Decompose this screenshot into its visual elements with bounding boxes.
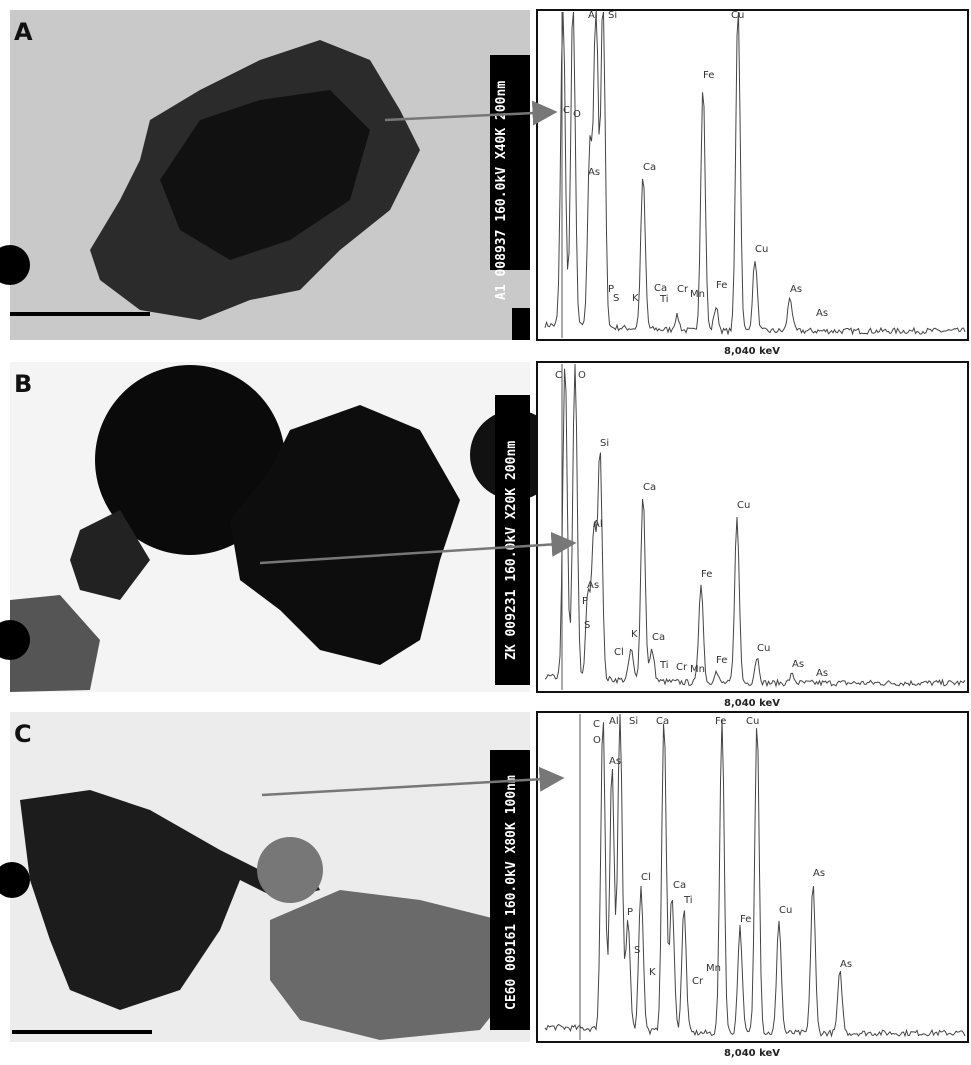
peak-label: Fe: [701, 569, 712, 580]
peak-label: Cu: [779, 905, 792, 916]
peak-label: Fe: [716, 655, 727, 666]
peak-label: Ca: [654, 283, 667, 294]
panel-letter: C: [14, 720, 32, 748]
peak-label: Ti: [659, 660, 669, 671]
peak-label: As: [840, 959, 852, 970]
peak-label: As: [792, 659, 804, 670]
spectrum-line: [544, 11, 966, 336]
panel: A A1 008937 160.0kV X40K 200nm C O Al Si As PS K…: [14, 9, 969, 357]
peak-label: O: [578, 370, 586, 381]
peak-label: Mn: [706, 963, 721, 974]
energy-label: 8,040 keV: [724, 1048, 780, 1059]
peak-label: Cu: [731, 10, 744, 21]
peak-label: Mn: [690, 289, 705, 300]
micrograph-c: [0, 712, 530, 1042]
peak-label: Si: [608, 10, 617, 21]
peak-label: Cu: [737, 500, 750, 511]
peak-label: Cr: [677, 284, 689, 295]
peak-label: K: [632, 293, 639, 304]
peak-label: As: [816, 668, 828, 679]
peak-label: Al: [588, 10, 598, 21]
arrow: [261, 766, 565, 797]
peak-label: As: [609, 756, 621, 767]
micrograph-b: [0, 362, 560, 692]
peak-label: Si: [629, 716, 638, 727]
peak-label: As: [790, 284, 802, 295]
micrograph-text: ZK 009231 160.0kV X20K 200nm: [504, 441, 519, 660]
peak-label: Cu: [755, 244, 768, 255]
peak-label: S: [613, 293, 619, 304]
peak-label: P: [582, 596, 588, 607]
peak-label: As: [816, 308, 828, 319]
micrograph-text: A1 008937 160.0kV X40K 200nm: [494, 81, 509, 300]
spectrum-line: [544, 363, 966, 688]
peak-label: Ti: [659, 294, 669, 305]
peak-label: Ca: [652, 632, 665, 643]
peak-label: Cl: [641, 872, 651, 883]
peak-label: Fe: [703, 70, 714, 81]
peak-label: Al: [593, 519, 603, 530]
panel-letter: A: [14, 18, 33, 46]
peak-label: K: [649, 967, 656, 978]
panel-letter: B: [14, 370, 32, 398]
peak-label: S: [634, 945, 640, 956]
peak-label: Fe: [740, 914, 751, 925]
peak-label: P: [608, 284, 614, 295]
peak-label: O: [593, 735, 601, 746]
peak-label: C: [593, 719, 600, 730]
peak-label: Fe: [715, 716, 726, 727]
spectrum-frame: [536, 361, 969, 693]
peak-label: Fe: [716, 280, 727, 291]
micrograph-text: CE60 009161 160.0kV X80K 100nm: [504, 775, 519, 1010]
peak-label: Cr: [676, 662, 688, 673]
energy-label: 8,040 keV: [724, 698, 780, 709]
peak-label: Ca: [643, 482, 656, 493]
peak-label: Si: [600, 438, 609, 449]
energy-label: 8,040 keV: [724, 346, 780, 357]
peak-label: C: [555, 370, 562, 381]
peak-label: S: [584, 620, 590, 631]
spectrum-line: [544, 713, 966, 1038]
micrograph-a: [0, 10, 530, 340]
peak-label: Mn: [690, 664, 705, 675]
arrow: [259, 531, 577, 565]
peak-label: Cu: [746, 716, 759, 727]
peak-label: Cl: [614, 647, 624, 658]
peak-label: O: [573, 109, 581, 120]
peak-label: Ca: [656, 716, 669, 727]
peak-label: As: [813, 868, 825, 879]
peak-label: Ti: [683, 895, 693, 906]
peak-label: Cr: [692, 976, 704, 987]
panel: B ZK 009231 160.0kV X20K 200nm C O Si Al Ca As P…: [14, 361, 969, 709]
peak-label: As: [587, 580, 599, 591]
peak-label: Cu: [757, 643, 770, 654]
peak-label: As: [588, 167, 600, 178]
peak-label: Al: [609, 716, 619, 727]
peak-label: C: [563, 105, 570, 116]
arrow: [384, 100, 558, 126]
peak-label: Ca: [673, 880, 686, 891]
peak-label: K: [631, 629, 638, 640]
peak-label: Ca: [643, 162, 656, 173]
peak-label: P: [627, 907, 633, 918]
